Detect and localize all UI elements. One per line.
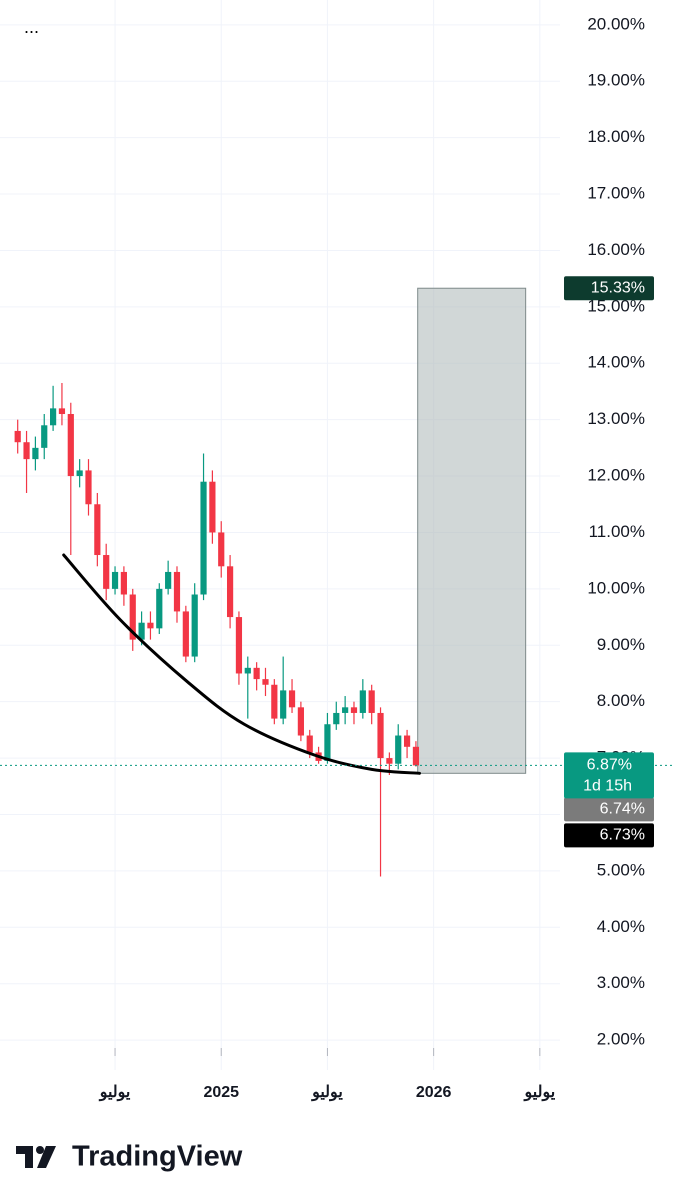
candle-body [368, 690, 375, 713]
price-label-bg [564, 276, 654, 301]
candle-body [262, 679, 269, 685]
candle-body [14, 430, 21, 443]
x-tick-label: يوليو [311, 1084, 343, 1102]
price-label-bg [564, 823, 654, 848]
candle-body [253, 667, 260, 680]
price-label-bg [564, 797, 654, 822]
candle-body [120, 571, 127, 595]
candle-body [306, 735, 313, 753]
last-price-bg [564, 752, 654, 799]
candle-body [218, 532, 225, 567]
y-tick-label: 4.00% [597, 917, 645, 936]
candle-body [342, 707, 349, 713]
y-tick-label: 17.00% [587, 184, 645, 203]
y-tick-label: 18.00% [587, 127, 645, 146]
x-tick-label: يوليو [99, 1084, 131, 1102]
y-tick-label: 8.00% [597, 691, 645, 710]
candle-body [235, 617, 243, 674]
y-tick-label: 20.00% [587, 14, 645, 33]
candle-body [359, 690, 366, 713]
candle-body [67, 414, 74, 477]
y-tick-label: 14.00% [587, 353, 645, 372]
y-tick-label: 5.00% [597, 860, 645, 879]
y-tick-label: 9.00% [597, 635, 645, 654]
candle-body [103, 555, 110, 589]
candle-body [333, 712, 340, 725]
y-tick-label: 2.00% [597, 1030, 645, 1049]
candle-body [280, 690, 287, 719]
candle-body [297, 707, 304, 736]
x-tick-label: 2026 [416, 1084, 452, 1101]
y-tick-label: 13.00% [587, 409, 645, 428]
candle-body [147, 622, 154, 629]
brand-name: TradingView [72, 1141, 243, 1173]
range-box [417, 287, 527, 774]
candle-body [386, 758, 393, 764]
candle-body [85, 470, 92, 505]
y-tick-label: 12.00% [587, 466, 645, 485]
candle-body [41, 425, 48, 448]
candle-body [182, 611, 189, 657]
x-tick-label: 2025 [203, 1084, 239, 1101]
candle-body [271, 684, 278, 719]
candle-body [350, 707, 358, 713]
candle-body [412, 746, 420, 766]
candle-body [191, 594, 198, 657]
y-tick-label: 11.00% [589, 522, 645, 541]
candle-body [395, 735, 402, 764]
candle-body [129, 594, 136, 640]
candle-body [165, 571, 172, 589]
countdown: 1d 15h [583, 778, 632, 795]
y-tick-label: 10.00% [587, 578, 645, 597]
brand-logo [16, 1146, 56, 1168]
candle-body [200, 481, 207, 595]
candle-body [76, 470, 83, 477]
y-tick-label: 3.00% [597, 973, 645, 992]
candle-body [23, 442, 30, 460]
price-label: 6.73% [600, 827, 645, 844]
candle-body [288, 690, 296, 708]
y-tick-label: 19.00% [587, 71, 645, 90]
price-label: 6.74% [600, 801, 645, 818]
menu[interactable]: ... [24, 17, 39, 37]
candle-body [403, 735, 411, 747]
trend-curve [62, 553, 421, 775]
candle-body [377, 712, 384, 759]
candle-body [58, 408, 66, 415]
candle-body [111, 571, 119, 589]
x-tick-label: يوليو [523, 1084, 555, 1102]
last-price-label: 6.87% [587, 757, 632, 774]
candle-body [324, 724, 331, 761]
candle-body [244, 667, 251, 674]
y-tick-label: 16.00% [587, 240, 645, 259]
price-label: 15.33% [591, 279, 645, 296]
candle-body [209, 481, 216, 533]
candle-body [50, 408, 57, 426]
candle-body [138, 622, 145, 640]
candle-body [173, 571, 181, 612]
candle-body [94, 504, 101, 556]
candle-body [156, 588, 163, 629]
y-tick-label: 15.00% [587, 296, 645, 315]
candle-body [226, 566, 234, 618]
candle-body [32, 447, 39, 460]
